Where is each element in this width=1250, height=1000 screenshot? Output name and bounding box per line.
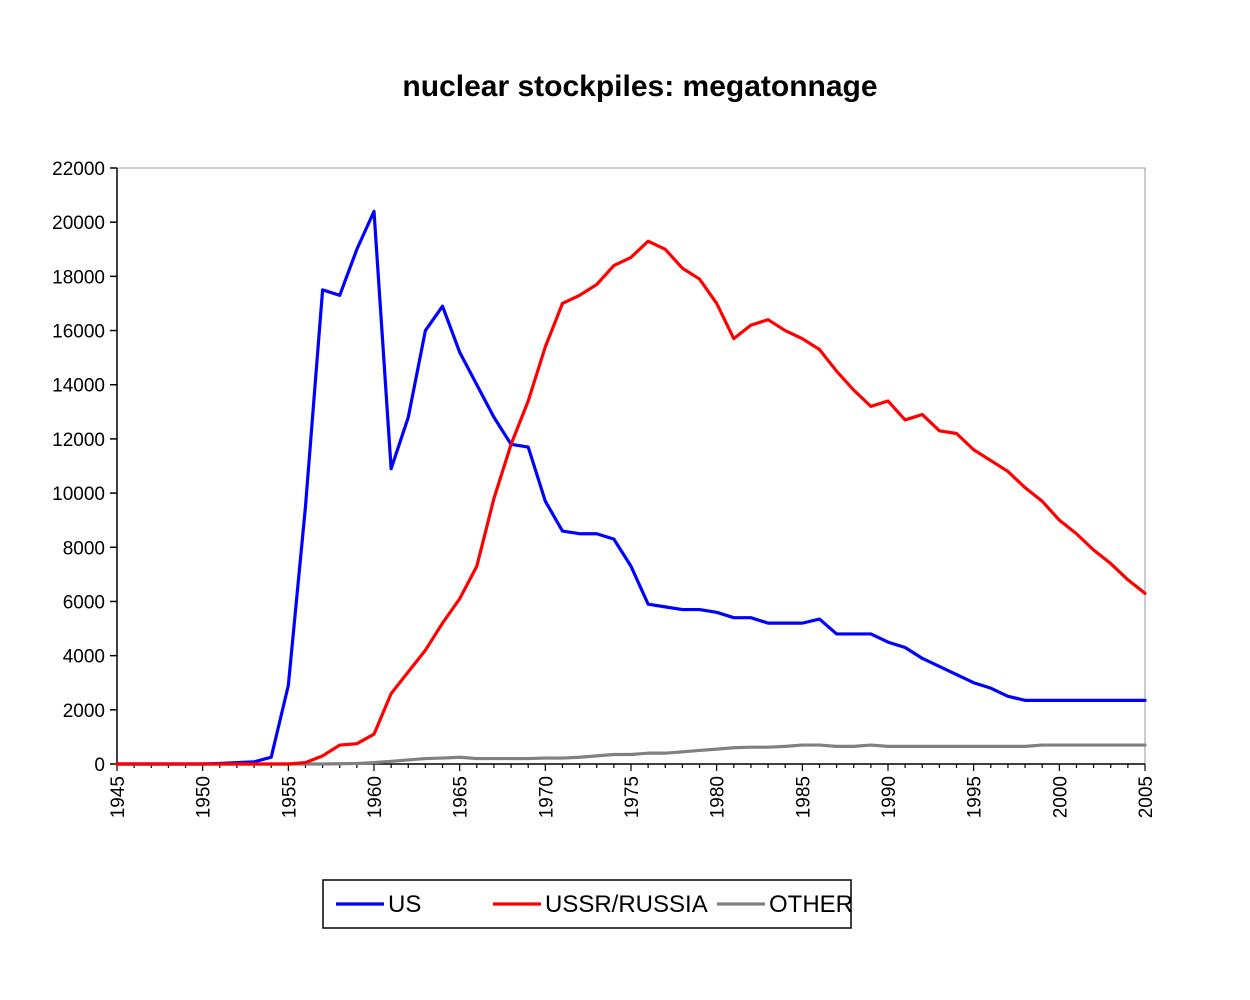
x-tick-label: 1970: [536, 776, 557, 818]
series-layer: [115, 209, 1147, 766]
y-tick-label: 10000: [52, 484, 105, 505]
y-tick-label: 16000: [52, 322, 105, 343]
x-tick-label: 1985: [793, 776, 814, 818]
y-tick-label: 20000: [52, 213, 105, 234]
legend-label-us: US: [388, 891, 421, 918]
x-tick-label: 1945: [108, 776, 129, 818]
y-tick-label: 0: [94, 755, 105, 776]
y-axis: 0 2000 4000 6000 8000 10000 12000 14000 16000 180…: [52, 159, 118, 776]
x-tick-label: 1975: [622, 776, 643, 818]
legend-label-other: OTHER: [769, 891, 853, 918]
x-axis: 1945 1950 1955 1960 1965 1970 1975 1980 1985 1990…: [108, 763, 1157, 818]
series-line-ussr-russia: [115, 239, 1147, 766]
x-tick-label: 1965: [451, 776, 472, 818]
x-tick-label: 2005: [1136, 776, 1157, 818]
y-tick-label: 8000: [63, 538, 105, 559]
y-tick-label: 12000: [52, 430, 105, 451]
x-tick-label: 1950: [194, 776, 215, 818]
y-tick-label: 4000: [63, 647, 105, 668]
y-tick-label: 14000: [52, 376, 105, 397]
x-tick-label: 1960: [365, 776, 386, 818]
x-tick-label: 1995: [965, 776, 986, 818]
series-line-us: [115, 209, 1147, 766]
legend: US USSR/RUSSIA OTHER: [322, 879, 853, 929]
y-tick-label: 2000: [63, 701, 105, 722]
x-tick-label: 1980: [708, 776, 729, 818]
y-tick-label: 18000: [52, 267, 105, 288]
legend-label-ussr-russia: USSR/RUSSIA: [545, 891, 708, 918]
x-tick-label: 1955: [279, 776, 300, 818]
x-tick-label: 2000: [1050, 776, 1071, 818]
y-tick-label: 22000: [52, 159, 105, 180]
y-tick-label: 6000: [63, 592, 105, 613]
chart-title: nuclear stockpiles: megatonnage: [402, 70, 877, 103]
x-tick-label: 1990: [879, 776, 900, 818]
